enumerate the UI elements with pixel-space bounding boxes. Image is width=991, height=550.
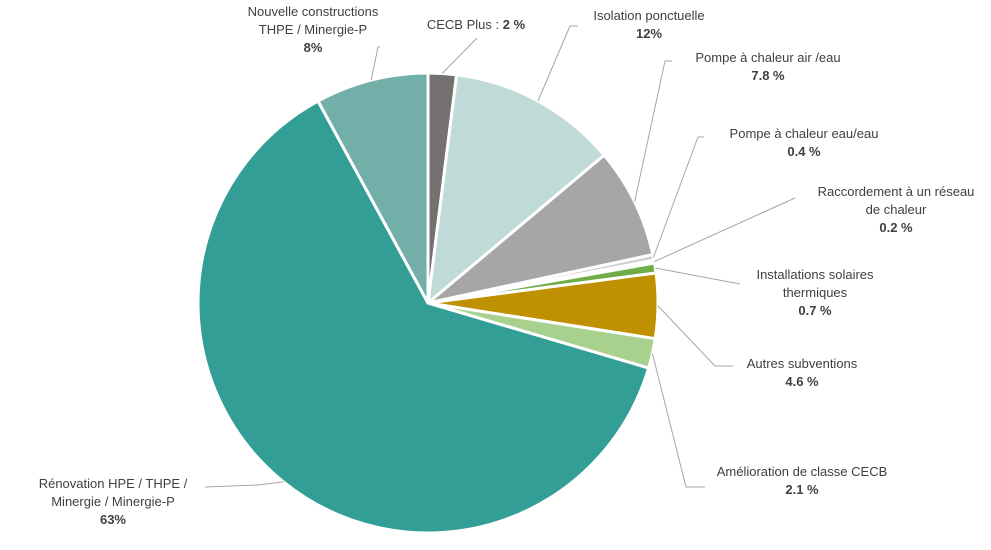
label-isolation-value: 12% xyxy=(635,26,663,41)
label-pac-air-value: 7.8 % xyxy=(751,68,785,83)
label-pac-eau-name: Pompe à chaleur eau/eau xyxy=(729,126,879,141)
leader-line-cecb-plus xyxy=(441,37,478,74)
label-amelioration-name: Amélioration de classe CECB xyxy=(716,464,888,479)
label-pac-air-name: Pompe à chaleur air /eau xyxy=(695,50,841,65)
label-reseau-line2: de chaleur xyxy=(865,202,927,217)
label-cecb-plus-value: 2 % xyxy=(502,17,526,32)
leader-line-renovation xyxy=(204,481,284,488)
label-pac-eau: Pompe à chaleur eau/eau 0.4 % xyxy=(730,125,879,161)
label-nouvelle-line1: Nouvelle constructions xyxy=(247,4,379,19)
label-amelioration-value: 2.1 % xyxy=(785,482,819,497)
label-autres: Autres subventions 4.6 % xyxy=(747,355,858,391)
label-renovation-line1: Rénovation HPE / THPE / xyxy=(38,476,188,491)
label-amelioration: Amélioration de classe CECB 2.1 % xyxy=(717,463,888,499)
label-autres-name: Autres subventions xyxy=(746,356,858,371)
leader-line-solaire xyxy=(655,267,741,285)
label-renovation-line2: Minergie / Minergie-P xyxy=(51,494,175,509)
label-pac-eau-value: 0.4 % xyxy=(787,144,821,159)
label-solaire-line1: Installations solaires xyxy=(756,267,874,282)
label-reseau-line1: Raccordement à un réseau xyxy=(817,184,975,199)
label-renovation: Rénovation HPE / THPE / Minergie / Miner… xyxy=(39,475,188,529)
leader-line-pac-eau xyxy=(652,136,704,258)
leader-line-autres xyxy=(657,305,733,367)
pie-slice-isolation xyxy=(426,73,606,305)
label-nouvelle-line2: THPE / Minergie-P xyxy=(258,22,368,37)
label-cecb-plus: CECB Plus : 2 % xyxy=(427,16,525,34)
leader-line-pac-air xyxy=(634,60,672,203)
label-solaire-line2: thermiques xyxy=(782,285,848,300)
label-nouvelle: Nouvelle constructions THPE / Minergie-P… xyxy=(248,3,379,57)
leader-line-nouvelle xyxy=(370,46,380,81)
leader-line-amelioration xyxy=(651,353,705,488)
label-reseau-value: 0.2 % xyxy=(879,220,913,235)
leader-line-isolation xyxy=(537,25,578,102)
label-solaire-value: 0.7 % xyxy=(798,303,832,318)
label-isolation-name: Isolation ponctuelle xyxy=(593,8,705,23)
label-cecb-plus-name: CECB Plus : xyxy=(426,17,500,32)
label-reseau: Raccordement à un réseau de chaleur 0.2 … xyxy=(818,183,975,237)
label-solaire: Installations solaires thermiques 0.7 % xyxy=(756,266,873,320)
leader-line-reseau xyxy=(654,197,796,263)
label-isolation: Isolation ponctuelle 12% xyxy=(593,7,704,43)
label-nouvelle-value: 8% xyxy=(303,40,323,55)
label-renovation-value: 63% xyxy=(99,512,127,527)
label-autres-value: 4.6 % xyxy=(785,374,819,389)
pie-slice-nouvelle xyxy=(316,71,430,305)
label-pac-air: Pompe à chaleur air /eau 7.8 % xyxy=(695,49,840,85)
